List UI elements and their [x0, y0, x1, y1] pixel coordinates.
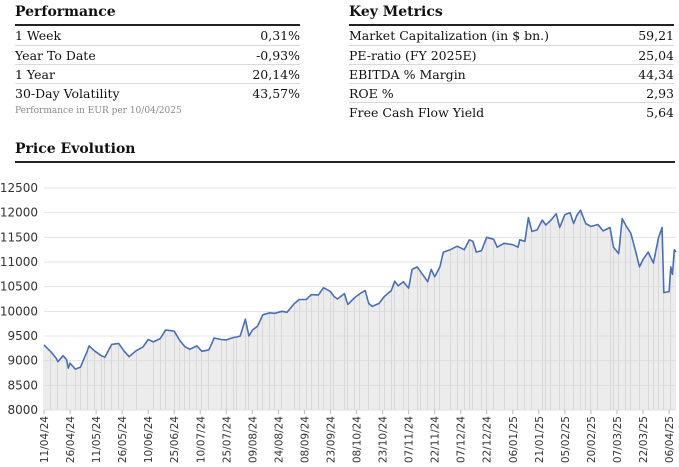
- key-metrics-row-value: 44,34: [638, 67, 674, 82]
- key-metrics-row-label: Free Cash Flow Yield: [349, 105, 485, 120]
- key-metrics-table: Market Capitalization (in $ bn.) 59,21 P…: [349, 26, 674, 126]
- x-tick-label: 07/03/25: [612, 416, 624, 463]
- key-metrics-row-label: ROE %: [349, 86, 394, 101]
- y-tick-label: 9500: [7, 329, 38, 343]
- x-tick-label: 26/05/24: [117, 416, 129, 463]
- y-tick-label: 9000: [7, 354, 38, 368]
- price-chart: 8000 8500 9000 9500 10000 10500 11000 11500 1200…: [0, 181, 677, 463]
- x-tick-label: 06/04/25: [664, 416, 676, 463]
- x-tick-label: 25/06/24: [169, 416, 181, 463]
- y-tick-label: 10000: [0, 304, 38, 318]
- performance-row-value: 43,57%: [252, 86, 300, 101]
- x-tick-label: 08/09/24: [299, 416, 311, 463]
- price-evolution-rule: [15, 161, 675, 163]
- x-tick-label: 25/07/24: [221, 416, 233, 463]
- x-tick-label: 24/08/24: [273, 416, 285, 463]
- key-metrics-row-value: 2,93: [646, 86, 674, 101]
- key-metrics-row-label: Market Capitalization (in $ bn.): [349, 28, 550, 43]
- x-tick-label: 21/01/25: [534, 416, 546, 463]
- y-tick-label: 11500: [0, 230, 38, 244]
- price-evolution-title: Price Evolution: [15, 141, 136, 157]
- x-tick-label: 06/01/25: [508, 416, 520, 463]
- y-tick-label: 12000: [0, 206, 38, 220]
- key-metrics-row: PE-ratio (FY 2025E) 25,04: [349, 45, 674, 65]
- key-metrics-row: ROE % 2,93: [349, 83, 674, 103]
- x-tick-label: 08/10/24: [352, 416, 364, 463]
- key-metrics-row: EBITDA % Margin 44,34: [349, 64, 674, 84]
- key-metrics-row-label: EBITDA % Margin: [349, 67, 466, 82]
- x-tick-label: 26/04/24: [65, 416, 77, 463]
- x-tick-label: 11/05/24: [91, 416, 103, 463]
- x-tick-label: 05/02/25: [560, 416, 572, 463]
- x-tick-label: 23/09/24: [325, 416, 337, 463]
- performance-title: Performance: [15, 4, 116, 20]
- x-tick-label: 09/08/24: [247, 416, 259, 463]
- y-tick-label: 11000: [0, 255, 38, 269]
- performance-row: 1 Year 20,14%: [15, 64, 300, 84]
- x-tick-label: 22/12/24: [482, 416, 494, 463]
- y-tick-label: 8000: [7, 403, 38, 417]
- key-metrics-row-value: 5,64: [646, 105, 674, 120]
- performance-row-value: -0,93%: [256, 48, 300, 63]
- performance-row-value: 0,31%: [260, 28, 300, 43]
- performance-rule: [15, 24, 300, 26]
- performance-row-value: 20,14%: [252, 67, 300, 82]
- y-tick-label: 12500: [0, 181, 38, 195]
- performance-row: Year To Date -0,93%: [15, 45, 300, 65]
- x-tick-label: 22/03/25: [638, 416, 650, 463]
- key-metrics-row-label: PE-ratio (FY 2025E): [349, 48, 477, 63]
- key-metrics-row: Free Cash Flow Yield 5,64: [349, 102, 674, 122]
- price-line: [43, 209, 677, 370]
- x-tick-label: 11/04/24: [39, 416, 51, 463]
- performance-row-label: 1 Week: [15, 28, 62, 43]
- x-tick-label: 07/12/24: [456, 416, 468, 463]
- performance-row-label: 30-Day Volatility: [15, 86, 120, 101]
- x-tick-label: 20/02/25: [586, 416, 598, 463]
- key-metrics-row-value: 25,04: [638, 48, 674, 63]
- x-tick-label: 10/06/24: [143, 416, 155, 463]
- performance-row: 30-Day Volatility 43,57%: [15, 83, 300, 103]
- y-tick-label: 8500: [7, 378, 38, 392]
- performance-row-label: 1 Year: [15, 67, 55, 82]
- performance-note: Performance in EUR per 10/04/2025: [15, 106, 182, 116]
- x-tick-label: 23/10/24: [378, 416, 390, 463]
- key-metrics-row-value: 59,21: [638, 28, 674, 43]
- key-metrics-rule: [349, 24, 674, 26]
- y-tick-label: 10500: [0, 280, 38, 294]
- performance-row-label: Year To Date: [15, 48, 96, 63]
- key-metrics-row: Market Capitalization (in $ bn.) 59,21: [349, 26, 674, 45]
- x-tick-label: 07/11/24: [404, 416, 416, 463]
- x-tick-label: 10/07/24: [195, 416, 207, 463]
- x-tick-label: 22/11/24: [430, 416, 442, 463]
- performance-row: 1 Week 0,31%: [15, 26, 300, 45]
- key-metrics-title: Key Metrics: [349, 4, 443, 20]
- performance-table: 1 Week 0,31% Year To Date -0,93% 1 Year …: [15, 26, 300, 106]
